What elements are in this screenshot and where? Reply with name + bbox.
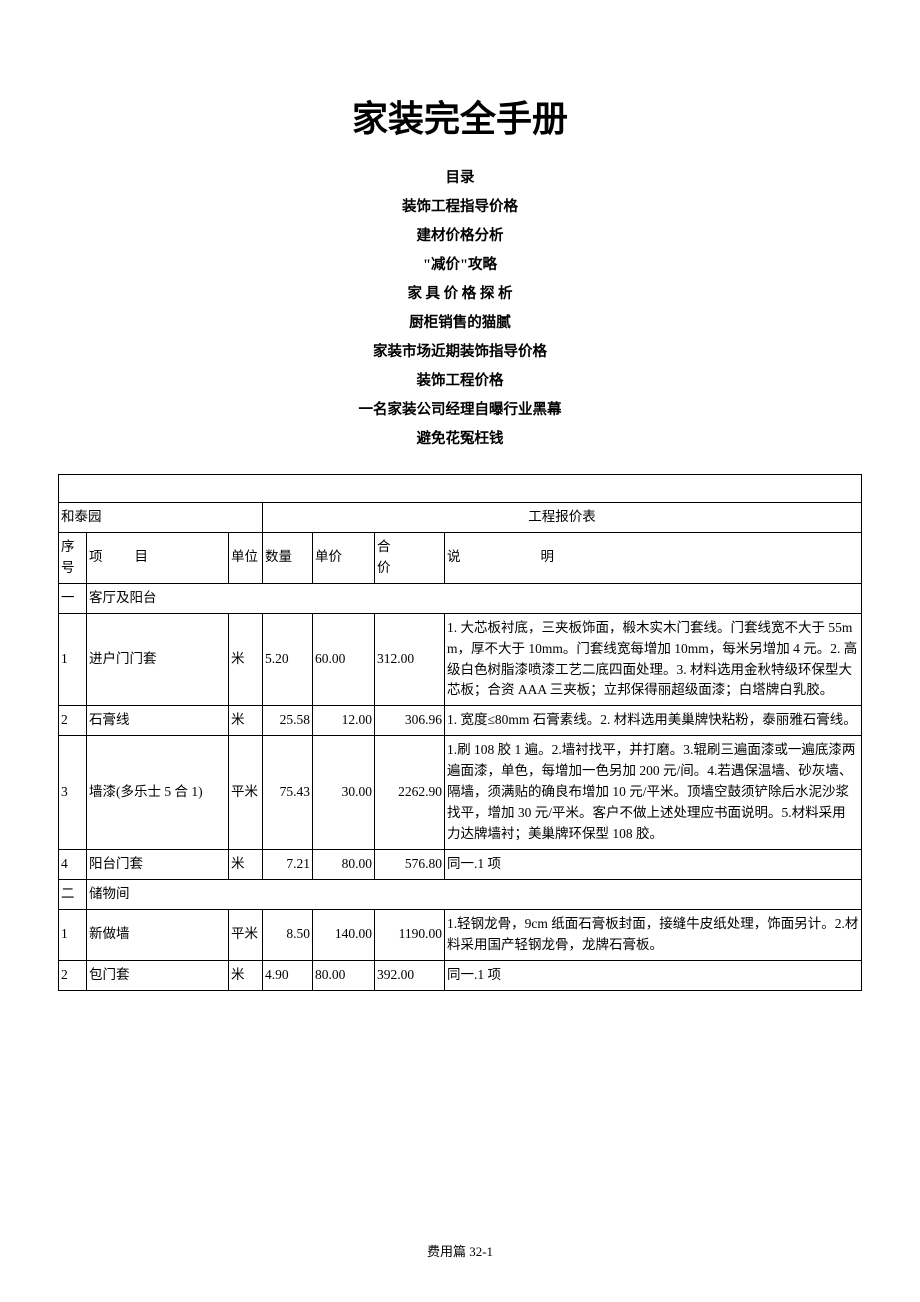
cell-total: 312.00 [375,613,445,706]
section-sn: 一 [59,583,87,613]
table-row: 2 石膏线 米 25.58 12.00 306.96 1. 宽度≤80mm 石膏… [59,706,862,736]
toc-item: 厨柜销售的猫腻 [58,309,862,338]
cell-total: 392.00 [375,960,445,990]
cell-total: 576.80 [375,849,445,879]
table-row: 1 新做墙 平米 8.50 140.00 1190.00 1.轻钢龙骨，9cm … [59,909,862,960]
section-name: 储物间 [87,879,862,909]
cell-price: 80.00 [313,960,375,990]
cell-total: 2262.90 [375,736,445,850]
cell-desc: 同一.1 项 [445,849,862,879]
cell-sn: 4 [59,849,87,879]
table-row: 4 阳台门套 米 7.21 80.00 576.80 同一.1 项 [59,849,862,879]
cell-price: 60.00 [313,613,375,706]
quote-table-wrap: 和泰园 工程报价表 序号 项目 单位 数量 单价 合价 说明 一 客厅及阳台 1… [58,474,862,991]
page-footer: 费用篇 32-1 [0,1241,920,1260]
toc-item: 避免花冤枉钱 [58,425,862,454]
project-name-cell: 和泰园 [59,503,263,533]
col-header: 序号 [59,532,87,583]
cell-price: 30.00 [313,736,375,850]
cell-item: 阳台门套 [87,849,229,879]
cell-unit: 米 [229,706,263,736]
cell-sn: 3 [59,736,87,850]
toc-item: 家装市场近期装饰指导价格 [58,338,862,367]
toc-item: 家 具 价 格 探 析 [58,280,862,309]
cell-total: 306.96 [375,706,445,736]
cell-desc: 1. 大芯板衬底，三夹板饰面，椴木实木门套线。门套线宽不大于 55mm，厚不大于… [445,613,862,706]
cell-price: 12.00 [313,706,375,736]
section-sn: 二 [59,879,87,909]
cell-qty: 7.21 [263,849,313,879]
cell-qty: 5.20 [263,613,313,706]
toc-item: 装饰工程指导价格 [58,193,862,222]
table-row: 2 包门套 米 4.90 80.00 392.00 同一.1 项 [59,960,862,990]
quote-title-cell: 工程报价表 [263,503,862,533]
cell-qty: 4.90 [263,960,313,990]
table-row: 1 进户门门套 米 5.20 60.00 312.00 1. 大芯板衬底，三夹板… [59,613,862,706]
cell-desc: 同一.1 项 [445,960,862,990]
cell-desc: 1.轻钢龙骨，9cm 纸面石膏板封面，接缝牛皮纸处理，饰面另计。2.材料采用国产… [445,909,862,960]
cell-qty: 8.50 [263,909,313,960]
toc-item: 建材价格分析 [58,222,862,251]
section-row: 一 客厅及阳台 [59,583,862,613]
section-name: 客厅及阳台 [87,583,862,613]
cell-unit: 平米 [229,909,263,960]
toc-header: 目录 [58,164,862,193]
cell-sn: 2 [59,706,87,736]
cell-price: 140.00 [313,909,375,960]
cell-unit: 米 [229,613,263,706]
toc-item: 装饰工程价格 [58,367,862,396]
cell-sn: 2 [59,960,87,990]
quote-table: 和泰园 工程报价表 序号 项目 单位 数量 单价 合价 说明 一 客厅及阳台 1… [58,474,862,991]
cell-qty: 25.58 [263,706,313,736]
table-header-row: 序号 项目 单位 数量 单价 合价 说明 [59,532,862,583]
toc-item: "减价"攻略 [58,251,862,280]
col-header: 数量 [263,532,313,583]
cell-desc: 1. 宽度≤80mm 石膏素线。2. 材料选用美巢牌快粘粉，泰丽雅石膏线。 [445,706,862,736]
col-header: 合价 [375,532,445,583]
cell-total: 1190.00 [375,909,445,960]
cell-unit: 平米 [229,736,263,850]
cell-item: 进户门门套 [87,613,229,706]
cell-item: 石膏线 [87,706,229,736]
col-header: 说明 [445,532,862,583]
section-row: 二 储物间 [59,879,862,909]
cell-unit: 米 [229,849,263,879]
cell-item: 包门套 [87,960,229,990]
toc-item: 一名家装公司经理自曝行业黑幕 [58,396,862,425]
table-row [59,475,862,503]
page-title: 家装完全手册 [58,90,862,142]
col-header: 单位 [229,532,263,583]
table-row: 3 墙漆(多乐士 5 合 1) 平米 75.43 30.00 2262.90 1… [59,736,862,850]
cell-qty: 75.43 [263,736,313,850]
col-header: 项目 [87,532,229,583]
table-of-contents: 目录 装饰工程指导价格 建材价格分析 "减价"攻略 家 具 价 格 探 析 厨柜… [58,164,862,454]
cell-sn: 1 [59,613,87,706]
cell-price: 80.00 [313,849,375,879]
cell-item: 新做墙 [87,909,229,960]
col-header: 单价 [313,532,375,583]
cell-desc: 1.刷 108 胶 1 遍。2.墙衬找平，并打磨。3.辊刷三遍面漆或一遍底漆两遍… [445,736,862,850]
table-row: 和泰园 工程报价表 [59,503,862,533]
cell-unit: 米 [229,960,263,990]
cell-sn: 1 [59,909,87,960]
cell-item: 墙漆(多乐士 5 合 1) [87,736,229,850]
